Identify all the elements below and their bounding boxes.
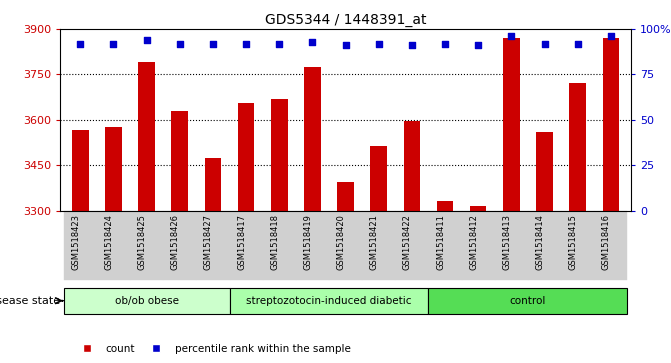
Bar [296, 211, 329, 280]
Bar [304, 67, 321, 211]
Bar [528, 211, 561, 280]
Bar [197, 211, 229, 280]
Point [440, 41, 450, 46]
Bar [362, 211, 395, 280]
Legend: count, percentile rank within the sample: count, percentile rank within the sample [72, 339, 355, 358]
Point [307, 39, 318, 45]
Point [340, 42, 351, 48]
Text: GSM1518412: GSM1518412 [469, 214, 478, 270]
Bar [105, 127, 121, 211]
Text: GSM1518420: GSM1518420 [337, 214, 346, 270]
Point [207, 41, 218, 46]
Point [241, 41, 252, 46]
Bar [495, 211, 528, 280]
Point [506, 33, 517, 39]
Bar [370, 146, 387, 211]
Text: GSM1518413: GSM1518413 [503, 214, 511, 270]
Point [572, 41, 583, 46]
Bar [470, 206, 486, 211]
Bar [437, 201, 454, 211]
Bar [130, 211, 163, 280]
Text: GSM1518421: GSM1518421 [370, 214, 378, 270]
Bar [271, 99, 288, 211]
Text: control: control [510, 296, 546, 306]
Text: disease state: disease state [0, 296, 60, 306]
Bar [138, 62, 155, 211]
Bar [72, 130, 89, 211]
Text: GSM1518424: GSM1518424 [105, 214, 113, 270]
Point [407, 42, 417, 48]
FancyBboxPatch shape [229, 288, 429, 314]
Text: GSM1518423: GSM1518423 [71, 214, 81, 270]
Bar [561, 211, 595, 280]
Text: GSM1518415: GSM1518415 [569, 214, 578, 270]
Text: ob/ob obese: ob/ob obese [115, 296, 178, 306]
Text: GSM1518425: GSM1518425 [138, 214, 146, 270]
Bar [262, 211, 296, 280]
Bar [338, 182, 354, 211]
Bar [172, 111, 188, 211]
Text: streptozotocin-induced diabetic: streptozotocin-induced diabetic [246, 296, 412, 306]
Bar [536, 132, 553, 211]
Point [108, 41, 119, 46]
Point [373, 41, 384, 46]
Text: GSM1518417: GSM1518417 [237, 214, 246, 270]
Bar [97, 211, 130, 280]
Bar [205, 158, 221, 211]
Text: GSM1518418: GSM1518418 [270, 214, 279, 270]
Bar [462, 211, 495, 280]
Text: GSM1518426: GSM1518426 [170, 214, 180, 270]
Text: GSM1518427: GSM1518427 [204, 214, 213, 270]
Bar [570, 83, 586, 211]
Text: GSM1518422: GSM1518422 [403, 214, 412, 270]
Point [141, 37, 152, 43]
Text: GSM1518416: GSM1518416 [602, 214, 611, 270]
FancyBboxPatch shape [429, 288, 627, 314]
Point [274, 41, 285, 46]
Bar [163, 211, 197, 280]
Bar [595, 211, 627, 280]
Bar [238, 103, 254, 211]
Bar [429, 211, 462, 280]
Title: GDS5344 / 1448391_at: GDS5344 / 1448391_at [265, 13, 426, 26]
Text: GSM1518419: GSM1518419 [303, 214, 313, 270]
FancyBboxPatch shape [64, 288, 229, 314]
Text: GSM1518411: GSM1518411 [436, 214, 445, 270]
Bar [403, 121, 420, 211]
Point [539, 41, 550, 46]
Text: GSM1518414: GSM1518414 [535, 214, 545, 270]
Bar [329, 211, 362, 280]
Bar [395, 211, 429, 280]
Point [605, 33, 616, 39]
Bar [64, 211, 97, 280]
Point [75, 41, 86, 46]
Point [473, 42, 484, 48]
Bar [503, 38, 519, 211]
Bar [229, 211, 262, 280]
Bar [603, 38, 619, 211]
Point [174, 41, 185, 46]
